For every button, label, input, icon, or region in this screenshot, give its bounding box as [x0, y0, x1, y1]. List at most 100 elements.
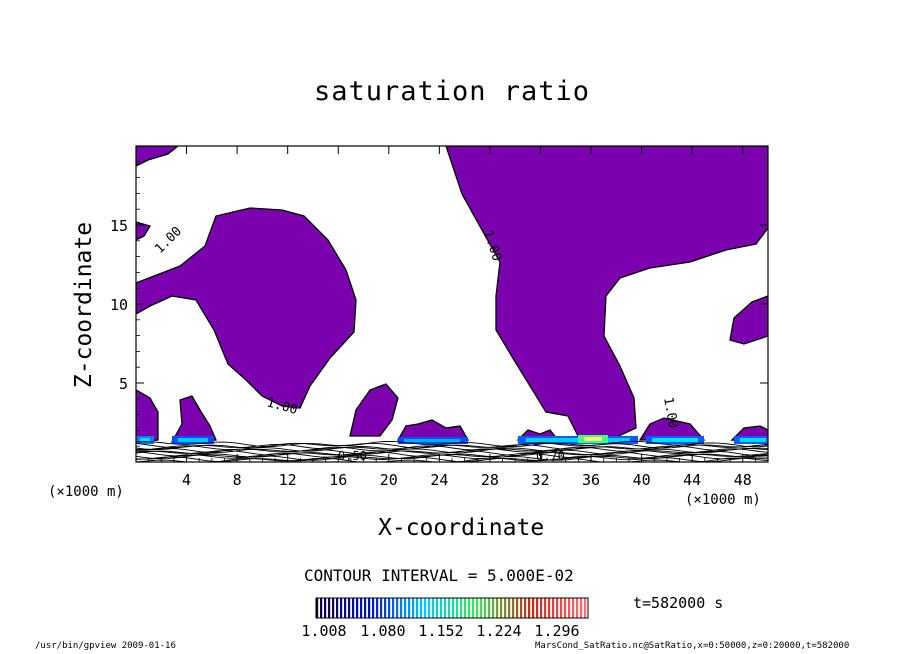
colorbar-stripe — [372, 598, 375, 618]
colorbar-stripe — [564, 598, 567, 618]
colorbar-label: 1.152 — [418, 622, 463, 640]
colorbar-stripe — [536, 598, 539, 618]
colorbar-stripe — [404, 598, 407, 618]
region-blob-4 — [170, 395, 217, 443]
colorbar-stripe — [552, 598, 555, 618]
colorbar-stripe — [568, 598, 571, 618]
colorbar-stripe — [380, 598, 383, 618]
surface-contour-line — [136, 449, 768, 457]
colorbar-stripe — [520, 598, 523, 618]
colorbar-stripe — [444, 598, 447, 618]
colorbar-stripe — [328, 598, 331, 618]
colorbar-stripe — [432, 598, 435, 618]
z-unit-label: (×1000 m) — [48, 484, 124, 500]
colorbar-stripe — [560, 598, 563, 618]
x-tick-label: 44 — [683, 471, 701, 489]
colorbar-stripe — [332, 598, 335, 618]
surface-contour-line — [136, 443, 768, 451]
colorbar-label: 1.080 — [360, 622, 405, 640]
colorbar-stripe — [400, 598, 403, 618]
colorbar-stripe — [508, 598, 511, 618]
colorbar-stripe — [572, 598, 575, 618]
colorbar-stripe — [548, 598, 551, 618]
x-tick-label: 40 — [633, 471, 651, 489]
colorbar-stripe — [500, 598, 503, 618]
colorbar-stripe — [580, 598, 583, 618]
colorbar-stripe — [440, 598, 443, 618]
colorbar-stripe — [348, 598, 351, 618]
x-tick-label: 12 — [279, 471, 297, 489]
contour-label: 1.00 — [660, 396, 680, 429]
region-top-center — [445, 146, 768, 441]
colorbar-frame — [315, 597, 589, 619]
colorbar-stripe — [456, 598, 459, 618]
colorbar-label: 1.008 — [301, 622, 346, 640]
colorbar-stripe — [412, 598, 415, 618]
colorbar-stripe — [424, 598, 427, 618]
x-tick-label: 28 — [481, 471, 499, 489]
footer-source: MarsCond_SatRatio.nc@SatRatio,x=0:50000,… — [535, 641, 850, 651]
colorbar-stripe — [532, 598, 535, 618]
y-axis-label: Z-coordinate — [71, 221, 97, 389]
colorbar-stripe — [320, 598, 323, 618]
colorbar-stripe — [388, 598, 391, 618]
colorbar-stripe — [344, 598, 347, 618]
colorbar-label: 1.224 — [476, 622, 521, 640]
chart-title: saturation ratio — [313, 76, 591, 107]
colorbar-stripe — [356, 598, 359, 618]
y-axis-ticks: 5 10 15 — [110, 161, 768, 447]
surface-contour-line — [136, 454, 768, 461]
surface-contour-line — [136, 440, 768, 448]
colorbar-stripe — [452, 598, 455, 618]
colorbar-stripe — [360, 598, 363, 618]
colorbar-stripe — [524, 598, 527, 618]
colorbar-stripe — [376, 598, 379, 618]
contour-label: 1.00 — [152, 224, 185, 257]
colorbar-stripe — [420, 598, 423, 618]
footer-program: /usr/bin/gpview 2009-01-16 — [35, 641, 176, 651]
colorbar-stripe — [436, 598, 439, 618]
colorbar-stripe — [468, 598, 471, 618]
colorbar-stripe — [492, 598, 495, 618]
colorbar-stripe — [364, 598, 367, 618]
colorbar-stripe — [528, 598, 531, 618]
colorbar-stripe — [484, 598, 487, 618]
colorbar-stripe — [472, 598, 475, 618]
x-tick-label: 4 — [182, 471, 191, 489]
region-left-bottom — [136, 389, 159, 443]
colorbar-stripe — [476, 598, 479, 618]
x-tick-label: 24 — [430, 471, 448, 489]
colorbar-stripe — [340, 598, 343, 618]
contour-interval-text: CONTOUR INTERVAL = 5.000E-02 — [304, 566, 574, 585]
colorbar — [316, 598, 587, 618]
region-right-edge — [729, 295, 768, 345]
x-axis-ticks: 4 8 12 16 20 24 28 32 36 40 44 48 — [148, 146, 756, 489]
surface-contour-line — [136, 457, 768, 462]
region-blob-18 — [349, 383, 399, 437]
colorbar-stripe — [576, 598, 579, 618]
colorbar-stripe — [464, 598, 467, 618]
colorbar-stripe — [324, 598, 327, 618]
contour-label: 0.70 — [536, 449, 565, 463]
contour-fill-layer — [136, 146, 768, 462]
colorbar-stripe — [428, 598, 431, 618]
region-upper-left — [136, 207, 357, 409]
colorbar-stripe — [416, 598, 419, 618]
x-tick-label: 8 — [233, 471, 242, 489]
colorbar-stripe — [480, 598, 483, 618]
colorbar-stripe — [368, 598, 371, 618]
colorbar-labels: 1.008 1.080 1.152 1.224 1.296 — [301, 622, 579, 640]
colorbar-stripe — [516, 598, 519, 618]
colorbar-stripe — [504, 598, 507, 618]
x-tick-label: 36 — [582, 471, 600, 489]
y-tick-label: 15 — [110, 217, 128, 235]
x-axis-label: X-coordinate — [378, 515, 545, 541]
colorbar-stripe — [540, 598, 543, 618]
surface-bands — [136, 435, 768, 444]
colorbar-stripe — [512, 598, 515, 618]
colorbar-stripe — [396, 598, 399, 618]
contour-label: 0.50 — [338, 449, 367, 463]
colorbar-stripe — [448, 598, 451, 618]
region-left-edge — [136, 221, 151, 241]
